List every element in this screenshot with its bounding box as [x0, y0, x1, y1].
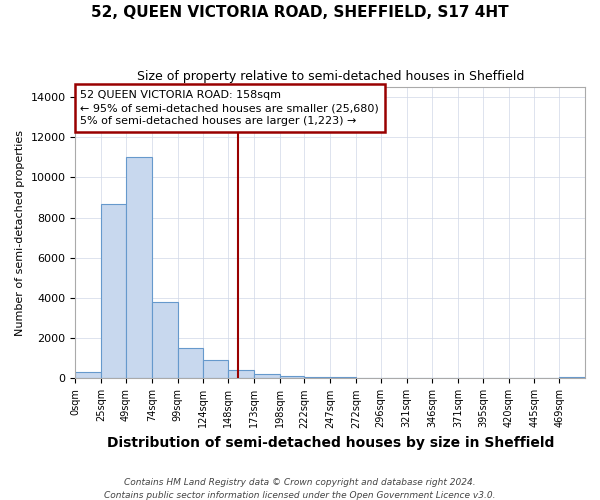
X-axis label: Distribution of semi-detached houses by size in Sheffield: Distribution of semi-detached houses by … — [107, 436, 554, 450]
Bar — [152, 302, 178, 378]
Bar — [280, 376, 304, 378]
Bar — [304, 377, 330, 378]
Y-axis label: Number of semi-detached properties: Number of semi-detached properties — [15, 130, 25, 336]
Text: 52, QUEEN VICTORIA ROAD, SHEFFIELD, S17 4HT: 52, QUEEN VICTORIA ROAD, SHEFFIELD, S17 … — [91, 5, 509, 20]
Bar — [203, 360, 228, 378]
Bar — [228, 370, 254, 378]
Bar — [101, 204, 126, 378]
Text: Contains HM Land Registry data © Crown copyright and database right 2024.
Contai: Contains HM Land Registry data © Crown c… — [104, 478, 496, 500]
Bar — [178, 348, 203, 378]
Bar — [126, 158, 152, 378]
Text: 52 QUEEN VICTORIA ROAD: 158sqm
← 95% of semi-detached houses are smaller (25,680: 52 QUEEN VICTORIA ROAD: 158sqm ← 95% of … — [80, 90, 379, 126]
Title: Size of property relative to semi-detached houses in Sheffield: Size of property relative to semi-detach… — [137, 70, 524, 83]
Bar — [254, 374, 280, 378]
Bar — [76, 372, 101, 378]
